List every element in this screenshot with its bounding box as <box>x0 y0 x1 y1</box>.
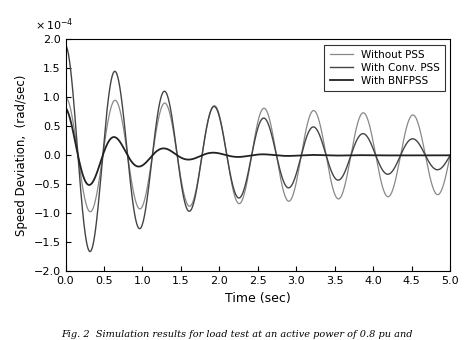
With BNFPSS <box>63 106 68 110</box>
With BNFPSS <box>227 154 233 158</box>
Without PSS <box>63 95 68 99</box>
Line: Without PSS: Without PSS <box>65 97 450 212</box>
With Conv. PSS <box>107 88 112 92</box>
With BNFPSS <box>107 138 112 142</box>
With Conv. PSS <box>87 250 93 254</box>
Y-axis label: Speed Deviation,  (rad/sec): Speed Deviation, (rad/sec) <box>15 75 28 236</box>
With BNFPSS <box>447 153 453 157</box>
Without PSS <box>107 112 112 116</box>
With Conv. PSS <box>447 153 453 157</box>
Without PSS <box>440 185 446 189</box>
With BNFPSS <box>129 160 135 165</box>
Without PSS <box>210 104 216 108</box>
With Conv. PSS <box>227 170 233 174</box>
Text: Fig. 2  Simulation results for load test at an active power of 0.8 pu and: Fig. 2 Simulation results for load test … <box>61 329 413 339</box>
Without PSS <box>399 149 404 153</box>
X-axis label: Time (sec): Time (sec) <box>225 292 291 305</box>
Line: With Conv. PSS: With Conv. PSS <box>65 45 450 252</box>
Text: $\times\,10^{-4}$: $\times\,10^{-4}$ <box>35 16 73 33</box>
Without PSS <box>447 153 453 157</box>
With Conv. PSS <box>399 152 404 156</box>
Line: With BNFPSS: With BNFPSS <box>65 108 450 185</box>
With BNFPSS <box>210 151 216 155</box>
With Conv. PSS <box>63 43 68 47</box>
Legend: Without PSS, With Conv. PSS, With BNFPSS: Without PSS, With Conv. PSS, With BNFPSS <box>324 45 445 91</box>
With Conv. PSS <box>210 105 216 109</box>
With BNFPSS <box>399 153 404 157</box>
With BNFPSS <box>86 183 92 187</box>
Without PSS <box>227 171 233 175</box>
With Conv. PSS <box>440 165 446 169</box>
Without PSS <box>87 210 93 214</box>
With Conv. PSS <box>129 197 135 201</box>
With BNFPSS <box>440 153 446 157</box>
Without PSS <box>129 184 135 188</box>
